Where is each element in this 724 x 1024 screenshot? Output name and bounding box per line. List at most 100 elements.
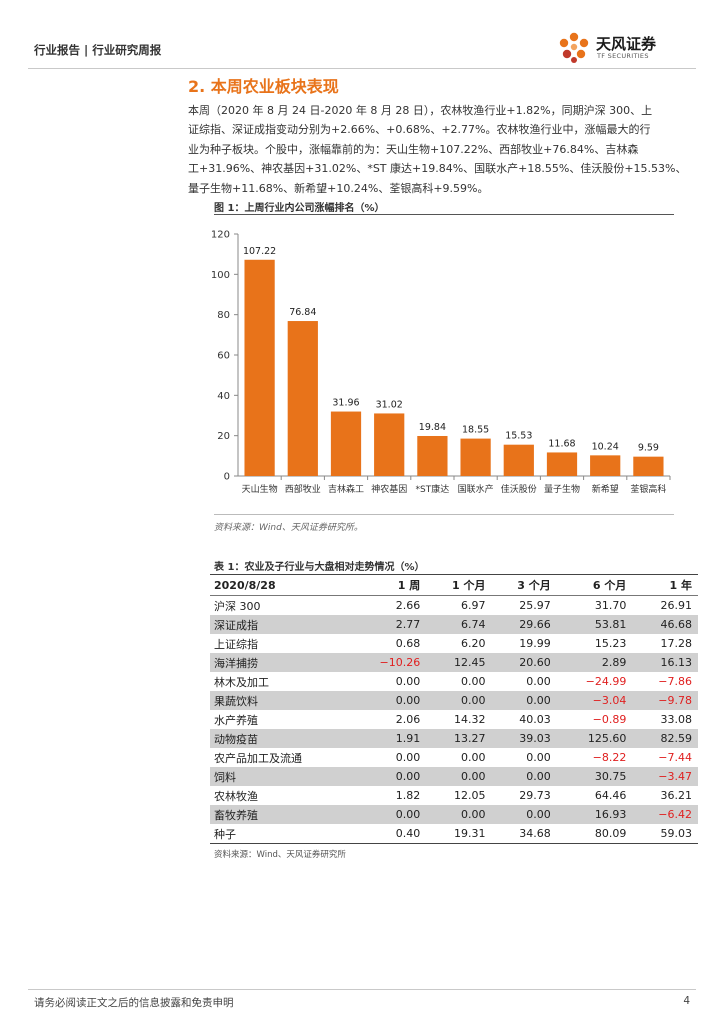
return-value-cell: 29.66: [491, 615, 557, 634]
section-title: 2. 本周农业板块表现: [188, 77, 339, 96]
table-title: 表 1：农业及子行业与大盘相对走势情况（%）: [214, 562, 425, 573]
x-category-label: 西部牧业: [285, 483, 321, 495]
logo-name-cn: 天风证券: [596, 35, 657, 53]
return-value-cell: 19.99: [519, 637, 551, 650]
return-value-cell: −3.04: [556, 691, 633, 710]
y-tick-label: 20: [217, 431, 230, 442]
return-value-cell: 2.89: [556, 653, 633, 672]
x-category-label: 新希望: [592, 483, 619, 495]
x-category-label: *ST康达: [416, 483, 450, 495]
page-number: 4: [683, 995, 690, 1007]
return-value-cell: 36.21: [660, 789, 693, 802]
return-value-cell: −8.22: [592, 751, 627, 764]
figure-top-rule: [214, 214, 674, 215]
bar: [244, 259, 275, 476]
table-row: 农林牧渔 1.82 12.05 29.73 64.46 36.21: [210, 786, 698, 805]
return-value-cell: 0.00: [460, 751, 486, 764]
table-row: 饲料 0.00 0.00 0.00 30.75 −3.47: [210, 767, 698, 786]
return-value-cell: 40.03: [519, 713, 551, 726]
y-tick-label: 40: [217, 391, 230, 402]
bar: [590, 455, 621, 476]
bar: [503, 444, 534, 476]
return-value-cell: 82.59: [632, 729, 698, 748]
table-row: 林木及加工 0.00 0.00 0.00 −24.99 −7.86: [210, 672, 698, 691]
bar-value-label: 15.53: [505, 431, 532, 442]
return-value-cell: 31.70: [594, 599, 627, 612]
return-value-cell: 80.09: [556, 824, 633, 844]
bar-value-label: 11.68: [548, 438, 575, 449]
return-value-cell: 0.00: [491, 691, 557, 710]
sector-name-cell: 水产养殖: [214, 713, 258, 727]
return-value-cell: 0.00: [350, 691, 427, 710]
sector-name-cell: 种子: [210, 824, 351, 844]
header-cell-3m: 3 个月: [491, 574, 557, 596]
return-value-cell: 1.82: [395, 789, 421, 802]
return-value-cell: 0.00: [350, 767, 427, 786]
return-value-cell: 2.06: [395, 713, 421, 726]
sector-name-cell: 深证成指: [210, 615, 351, 634]
bar-value-label: 10.24: [592, 441, 619, 452]
bar: [287, 321, 318, 476]
return-value-cell: 15.23: [594, 637, 627, 650]
header-cell-date: 2020/8/28: [210, 574, 351, 596]
table-row: 水产养殖 2.06 14.32 40.03 −0.89 33.08: [210, 710, 698, 729]
sector-name-cell: 上证综指: [214, 637, 258, 651]
return-value-cell: 0.68: [395, 637, 421, 650]
return-value-cell: −7.44: [658, 751, 692, 764]
bar-value-label: 18.55: [462, 425, 489, 436]
x-category-label: 国联水产: [458, 483, 494, 495]
x-category-label: 吉林森工: [328, 483, 364, 495]
table-row: 种子 0.40 19.31 34.68 80.09 59.03: [210, 824, 698, 844]
footer-disclaimer: 请务必阅读正文之后的信息披露和免责申明: [34, 997, 234, 1009]
table-source: 资料来源：Wind、天风证券研究所: [214, 850, 346, 860]
return-value-cell: 1.91: [350, 729, 427, 748]
table-row: 农产品加工及流通 0.00 0.00 0.00 −8.22 −7.44: [210, 748, 698, 767]
header-cell-1w: 1 周: [350, 574, 427, 596]
bar: [330, 411, 362, 476]
return-value-cell: 6.20: [460, 637, 486, 650]
report-breadcrumb: 行业报告 | 行业研究周报: [34, 43, 162, 57]
paragraph-line: 证综指、深证成指变动分别为+2.66%、+0.68%、+2.77%。农林牧渔行业…: [188, 123, 651, 137]
header-cell-1y: 1 年: [632, 574, 698, 596]
summary-paragraph: 本周（2020 年 8 月 24 日-2020 年 8 月 28 日），农林牧渔…: [188, 101, 687, 198]
return-value-cell: 39.03: [491, 729, 557, 748]
sector-name-cell: 果蔬饮料: [210, 691, 351, 710]
header-divider: [28, 68, 696, 69]
x-category-label: 荃银高科: [630, 483, 666, 495]
table-row: 畜牧养殖 0.00 0.00 0.00 16.93 −6.42: [210, 805, 698, 824]
y-tick-label: 120: [211, 230, 230, 241]
return-value-cell: 14.32: [453, 713, 486, 726]
return-value-cell: 64.46: [594, 789, 627, 802]
figure-title: 图 1：上周行业内公司涨幅排名（%）: [214, 203, 385, 214]
y-tick-label: 100: [211, 270, 230, 281]
return-value-cell: 33.08: [660, 713, 693, 726]
return-value-cell: 34.68: [491, 824, 557, 844]
sector-name-cell: 沪深 300: [214, 599, 261, 613]
page-header: 行业报告 | 行业研究周报 天风证券 TF SECURITIES: [28, 30, 696, 69]
paragraph-line: 量子生物+11.68%、新希望+10.24%、荃银高科+9.59%。: [188, 181, 489, 195]
sector-name-cell: 畜牧养殖: [210, 805, 351, 824]
return-value-cell: −10.26: [350, 653, 427, 672]
paragraph-line: 工+31.96%、神农基因+31.02%、*ST 康达+19.84%、国联水产+…: [188, 162, 687, 176]
bar-value-label: 31.02: [376, 399, 403, 410]
table-header-row: 2020/8/28 1 周 1 个月 3 个月 6 个月 1 年: [210, 574, 698, 596]
return-value-cell: 46.68: [632, 615, 698, 634]
sector-name-cell: 饲料: [210, 767, 351, 786]
bar-value-label: 107.22: [243, 246, 276, 257]
return-value-cell: 0.00: [491, 805, 557, 824]
sector-performance-table: 2020/8/28 1 周 1 个月 3 个月 6 个月 1 年 沪深 300 2…: [210, 574, 698, 844]
sector-name-cell: 农林牧渔: [214, 789, 258, 803]
return-value-cell: 6.97: [460, 599, 486, 612]
return-value-cell: 125.60: [556, 729, 633, 748]
bar-value-label: 76.84: [289, 307, 316, 318]
sector-name-cell: 农产品加工及流通: [214, 751, 302, 765]
return-value-cell: 59.03: [632, 824, 698, 844]
return-value-cell: 29.73: [519, 789, 551, 802]
bar: [633, 456, 664, 476]
table-row: 沪深 300 2.66 6.97 25.97 31.70 26.91: [210, 596, 698, 616]
return-value-cell: 12.05: [453, 789, 486, 802]
x-category-label: 神农基因: [371, 483, 407, 495]
table-row: 动物疫苗 1.91 13.27 39.03 125.60 82.59: [210, 729, 698, 748]
return-value-cell: 25.97: [519, 599, 551, 612]
return-value-cell: 2.66: [395, 599, 421, 612]
